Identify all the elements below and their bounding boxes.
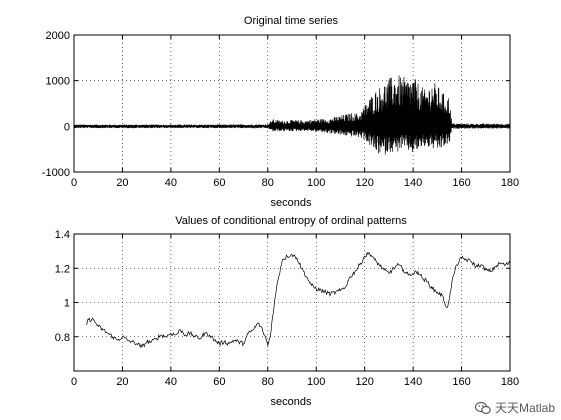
watermark: 天天Matlab bbox=[474, 399, 555, 416]
x-tick-label: 0 bbox=[71, 177, 77, 189]
chart-title: Original time series bbox=[244, 15, 339, 27]
y-tick-label: -1000 bbox=[42, 167, 70, 179]
x-tick-label: 0 bbox=[71, 376, 77, 388]
x-tick-label: 160 bbox=[452, 376, 470, 388]
x-tick-label: 180 bbox=[501, 376, 519, 388]
chart-title: Values of conditional entropy of ordinal… bbox=[175, 215, 407, 227]
ticks: 0 20 40 60 80 100 120 140 160 180 0.8 1 1.2 1.4 bbox=[55, 229, 519, 388]
x-tick-label: 60 bbox=[213, 177, 225, 189]
x-tick-label: 80 bbox=[262, 376, 274, 388]
y-tick-label: 1 bbox=[64, 298, 70, 310]
x-tick-label: 20 bbox=[116, 376, 128, 388]
x-tick-label: 80 bbox=[262, 177, 274, 189]
grid bbox=[74, 35, 510, 172]
wechat-logo-icon bbox=[474, 401, 491, 414]
x-tick-label: 40 bbox=[165, 177, 177, 189]
x-tick-label: 100 bbox=[307, 177, 325, 189]
x-tick-label: 20 bbox=[116, 177, 128, 189]
x-axis-label: seconds bbox=[271, 396, 312, 408]
series-line bbox=[85, 251, 511, 349]
x-tick-label: 120 bbox=[355, 376, 373, 388]
x-tick-label: 140 bbox=[404, 177, 422, 189]
plot-area bbox=[85, 251, 511, 349]
x-tick-label: 160 bbox=[452, 177, 470, 189]
x-tick-label: 120 bbox=[355, 177, 373, 189]
subplot-original-time-series: Original time series 0 20 40 60 80 100 120 140 1… bbox=[42, 15, 519, 209]
subplot-conditional-entropy: Values of conditional entropy of ordinal… bbox=[55, 215, 519, 408]
series-line bbox=[73, 75, 511, 155]
y-tick-label: 1000 bbox=[46, 76, 70, 88]
x-tick-label: 40 bbox=[165, 376, 177, 388]
watermark-text: 天天Matlab bbox=[494, 401, 555, 415]
y-tick-label: 1.2 bbox=[55, 263, 70, 275]
y-tick-label: 1.4 bbox=[55, 229, 70, 241]
axes-frame bbox=[73, 34, 511, 173]
y-tick-label: 2000 bbox=[46, 30, 70, 42]
x-tick-label: 60 bbox=[213, 376, 225, 388]
grid bbox=[74, 234, 510, 371]
x-tick-label: 140 bbox=[404, 376, 422, 388]
plot-area bbox=[73, 75, 511, 155]
y-tick-label: 0.8 bbox=[55, 332, 70, 344]
y-tick-label: 0 bbox=[64, 121, 70, 133]
x-tick-label: 180 bbox=[501, 177, 519, 189]
x-axis-label: seconds bbox=[271, 197, 312, 209]
x-tick-label: 100 bbox=[307, 376, 325, 388]
